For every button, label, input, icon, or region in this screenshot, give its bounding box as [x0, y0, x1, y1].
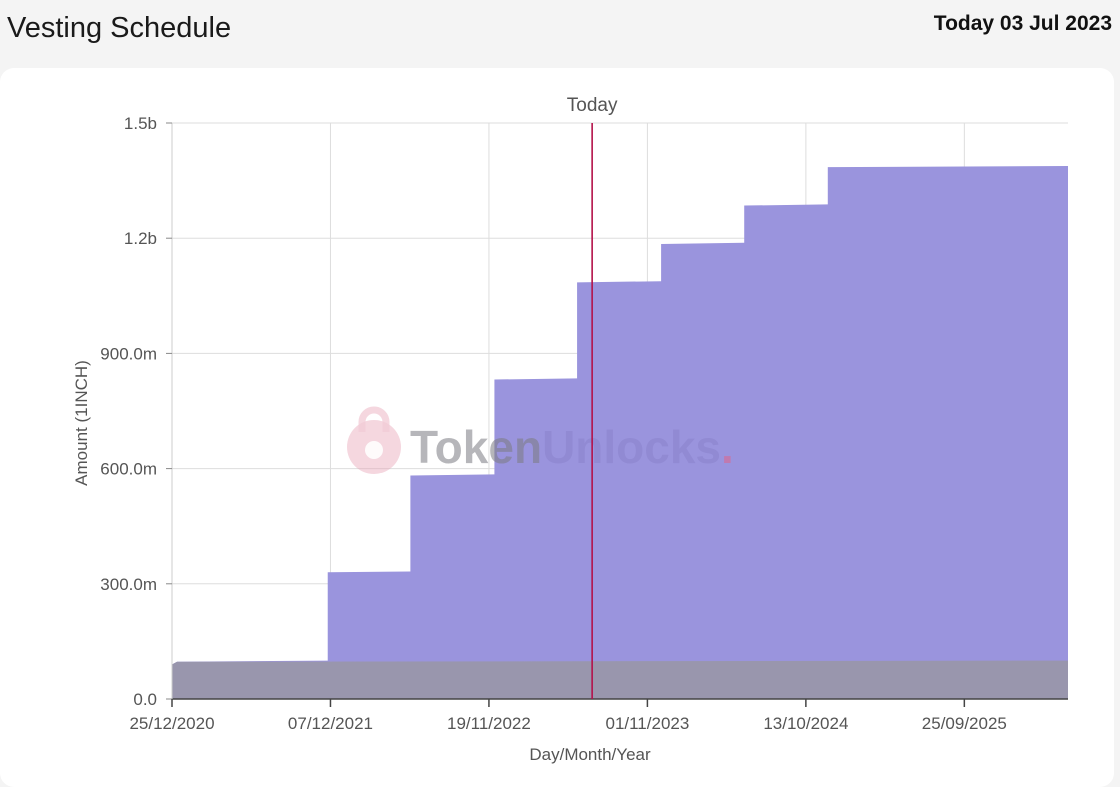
unlocked-allocation-area — [172, 166, 1068, 699]
x-axis-title: Day/Month/Year — [529, 745, 651, 764]
today-marker-label: Today — [567, 95, 618, 116]
x-axis-ticks: 25/12/2020 07/12/2021 19/11/2022 01/11/2023… — [129, 699, 1007, 733]
y-tick-label: 600.0m — [100, 460, 157, 479]
x-tick-label: 13/10/2024 — [763, 714, 848, 733]
x-tick-label: 01/11/2023 — [605, 714, 689, 733]
svg-text:TokenUnlocks.: TokenUnlocks. — [410, 421, 734, 473]
today-date-label: Today 03 Jul 2023 — [933, 12, 1112, 35]
y-tick-label: 1.2b — [124, 229, 157, 248]
y-tick-label: 0.0 — [133, 690, 157, 709]
x-tick-label: 25/12/2020 — [129, 714, 214, 733]
area-series-group — [172, 166, 1068, 699]
x-tick-label: 19/11/2022 — [447, 714, 531, 733]
watermark-word-token: Token — [410, 421, 542, 473]
y-axis-title: Amount (1INCH) — [72, 360, 91, 486]
y-tick-label: 1.5b — [124, 114, 157, 133]
page-title: Vesting Schedule — [7, 12, 232, 44]
x-tick-label: 07/12/2021 — [288, 714, 373, 733]
y-axis-ticks: 0.0 300.0m 600.0m 900.0m 1.2b 1.5b — [100, 114, 172, 709]
watermark-word-unlocks: Unlocks — [542, 421, 721, 473]
tokenunlocks-watermark: TokenUnlocks. — [347, 406, 734, 474]
y-tick-label: 300.0m — [100, 575, 157, 594]
chart-card: TokenUnlocks. 0.0 300.0m 600.0m 900.0m 1.2b 1… — [0, 68, 1114, 787]
axes — [171, 123, 1068, 700]
initial-allocation-area — [172, 660, 1068, 699]
padlock-logo-icon — [347, 406, 401, 474]
watermark-dot: . — [721, 421, 734, 473]
y-tick-label: 900.0m — [100, 344, 157, 363]
x-tick-label: 25/09/2025 — [922, 714, 1007, 733]
vesting-chart: TokenUnlocks. 0.0 300.0m 600.0m 900.0m 1.2b 1… — [72, 95, 1068, 764]
